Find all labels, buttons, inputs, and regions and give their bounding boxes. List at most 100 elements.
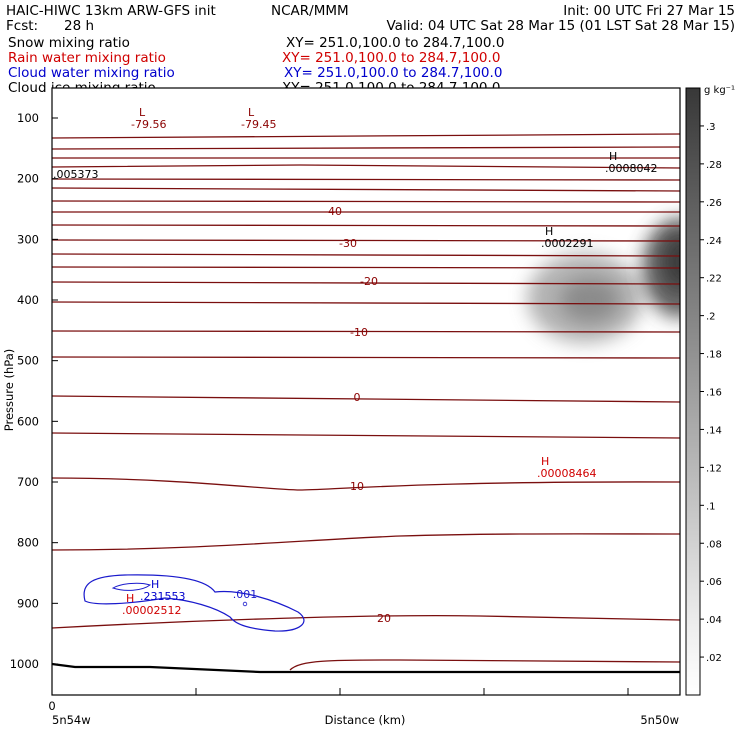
x-tick-label-zero: 0 (48, 699, 55, 713)
cloud-water-contour-label: .001 (233, 588, 258, 601)
colorbar-tick-label: .02 (706, 653, 722, 664)
colorbar-tick-label: .04 (706, 615, 722, 626)
max-marker-value: .231553 (140, 590, 186, 603)
isotherm-line (52, 614, 680, 629)
colorbar-tick-label: .08 (706, 539, 722, 550)
header: HAIC-HIWC 13km ARW-GFS init NCAR/MMM Ini… (6, 3, 735, 96)
isotherm-line (52, 432, 680, 439)
max-marker-value: .00002512 (122, 604, 182, 617)
plot-frame (51, 87, 681, 696)
isotherm-line (52, 253, 680, 257)
y-tick-label: 1000 (10, 657, 39, 671)
isotherm-line (52, 239, 680, 242)
x-axis: 0 5n54w 5n50w Distance (km) (48, 688, 679, 727)
colorbar-tick-label: .12 (706, 463, 722, 474)
y-tick-label: 900 (17, 596, 39, 610)
cloud-water-core (111, 582, 152, 591)
colorbar-tick-label: .22 (706, 274, 722, 285)
colorbar-unit: g kg⁻¹ (704, 85, 735, 96)
fcst-value: 28 h (64, 18, 94, 34)
min-marker-value: -79.45 (241, 118, 276, 131)
y-tick-label: 800 (17, 536, 39, 550)
isotherm-line (52, 281, 680, 285)
y-axis-title: Pressure (hPa) (2, 349, 16, 432)
y-tick-label: 500 (17, 354, 39, 368)
colorbar-tick-label: .2 (706, 312, 716, 323)
max-marker-value: .0008042 (605, 162, 658, 175)
colorbar-tick-label: .06 (706, 577, 722, 588)
isotherm-line (52, 301, 680, 305)
colorbar-tick-label: .18 (706, 350, 722, 361)
field-name-snow: Snow mixing ratio (8, 35, 130, 51)
isotherm-line (52, 146, 680, 150)
field-name-rain: Rain water mixing ratio (8, 50, 166, 66)
y-tick-label: 400 (17, 293, 39, 307)
isotherm-label: 0 (354, 391, 361, 404)
colorbar-tick-label: .24 (706, 236, 722, 247)
max-marker-letter: H (545, 225, 553, 238)
contour-labels: -40 -30 -20 -10 0 10 20 .001 (233, 205, 391, 625)
plot-area (51, 87, 681, 696)
field-xy-snow: XY= 251.0,100.0 to 284.7,100.0 (286, 35, 504, 51)
x-left-location-label: 5n54w (52, 713, 91, 727)
cloud-water-outline (83, 574, 305, 632)
max-marker-value: .00008464 (537, 467, 597, 480)
temperature-isotherms (52, 133, 680, 671)
field-name-cloudwater: Cloud water mixing ratio (8, 65, 175, 81)
isotherm-line (52, 266, 680, 269)
isotherm-line (52, 133, 680, 139)
colorbar-tick-label: .3 (706, 122, 716, 133)
x-right-location-label: 5n50w (640, 713, 679, 727)
max-marker-letter: H (609, 150, 617, 163)
valid-time: Valid: 04 UTC Sat 28 Mar 15 (01 LST Sat … (387, 18, 736, 34)
max-marker-letter: H (126, 592, 134, 605)
isotherm-label: -40 (324, 205, 342, 218)
y-tick-label: 300 (17, 232, 39, 246)
colorbar-tick-label: .1 (706, 501, 716, 512)
init-time: Init: 00 UTC Fri 27 Mar 15 (563, 3, 735, 19)
y-tick-label: 200 (17, 172, 39, 186)
isotherm-line (52, 533, 680, 551)
org-label: NCAR/MMM (271, 3, 349, 19)
isotherm-label: -20 (360, 275, 378, 288)
field-xy-rain: XY= 251.0,100.0 to 284.7,100.0 (282, 50, 500, 66)
max-marker-letter: H (151, 578, 159, 591)
y-tick-label: 100 (17, 111, 39, 125)
edge-value-label: .005373 (53, 168, 99, 181)
y-axis: 100 200 300 400 500 600 700 800 900 1000 (10, 111, 58, 671)
min-marker-letter: L (139, 106, 146, 119)
isotherm-line (52, 200, 680, 203)
isotherm-label: -10 (350, 326, 368, 339)
isotherm-line (52, 224, 680, 227)
isotherm-label: -30 (339, 237, 357, 250)
colorbar: g kg⁻¹ .02 .04 .06 .08 .1 .12 .14 .16 .18 .2 .22 .2… (685, 85, 735, 696)
colorbar-tick-label: .26 (706, 198, 722, 209)
isotherm-label: 20 (377, 612, 391, 625)
isotherm-line (289, 659, 680, 671)
min-marker-letter: L (248, 106, 255, 119)
max-marker-letter: H (541, 455, 549, 468)
y-tick-label: 700 (17, 475, 39, 489)
cloud-water-contour (83, 574, 305, 632)
colorbar-ramp (685, 87, 701, 696)
isotherm-line (52, 187, 680, 192)
colorbar-tick-label: .28 (706, 160, 722, 171)
isotherm-line (52, 164, 680, 169)
isotherm-label: 10 (350, 480, 364, 493)
min-marker-value: -79.56 (131, 118, 166, 131)
isotherm-line (52, 330, 680, 333)
extrema-markers: L -79.56 L -79.45 H .0008042 H .0002291 … (53, 106, 658, 617)
max-marker-value: .0002291 (541, 237, 594, 250)
terrain-surface-line (51, 662, 680, 674)
y-tick-label: 600 (17, 414, 39, 428)
model-title: HAIC-HIWC 13km ARW-GFS init (6, 3, 216, 19)
isotherm-line (52, 477, 680, 491)
isotherm-line (52, 356, 680, 359)
colorbar-tick-label: .14 (706, 425, 722, 436)
x-axis-title: Distance (km) (325, 713, 406, 727)
colorbar-tick-label: .16 (706, 388, 722, 399)
isotherm-line (52, 178, 680, 181)
fcst-label: Fcst: (6, 18, 38, 34)
field-xy-cloudwater: XY= 251.0,100.0 to 284.7,100.0 (284, 65, 502, 81)
